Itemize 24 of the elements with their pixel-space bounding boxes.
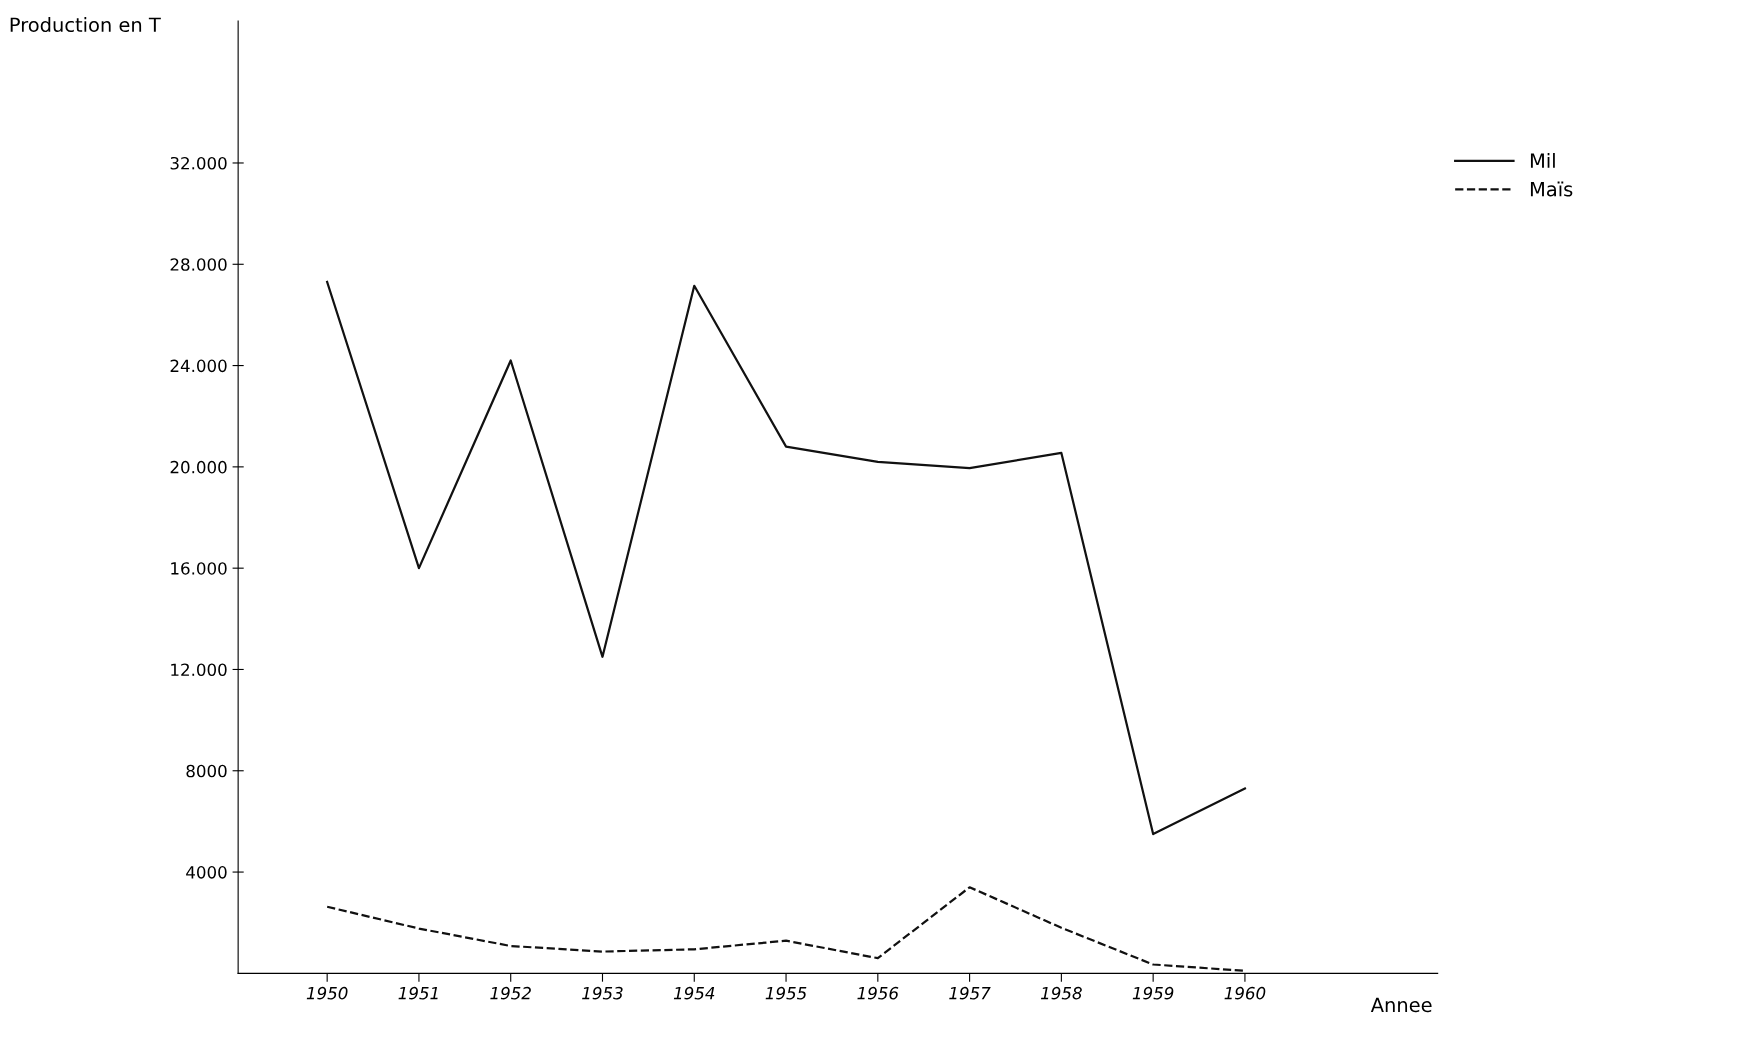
x-tick-label: 1950: [306, 986, 348, 1000]
x-tick-label: 1954: [673, 986, 715, 1000]
x-tick-label: 1959: [1132, 986, 1174, 1000]
x-axis-title: Annee: [1370, 997, 1432, 1013]
y-tick-label: 4000: [186, 866, 227, 879]
x-tick-label: 1953: [582, 986, 623, 1000]
x-tick-label: 1951: [398, 986, 438, 1000]
line-series: [326, 280, 1247, 836]
x-tick-label: 1952: [490, 986, 531, 1000]
legend-label: Maïs: [1530, 181, 1573, 197]
x-tick-label: 1955: [765, 986, 807, 1000]
y-tick-label: 32.000: [170, 156, 227, 170]
y-tick-label: 8000: [186, 764, 227, 778]
y-tick-label: 12.000: [171, 663, 227, 677]
x-tick-label: 1957: [949, 986, 991, 1000]
y-tick-label: 20.000: [170, 460, 227, 474]
x-tick-label: 1956: [857, 986, 899, 1000]
y-tick-label: 16.000: [171, 562, 227, 575]
legend-label: Mil: [1530, 152, 1555, 168]
y-axis-title: Production en T: [10, 17, 161, 33]
x-tick-label: 1960: [1224, 986, 1266, 1000]
y-tick-label: 24.000: [170, 359, 227, 373]
y-tick-label: 28.000: [170, 258, 227, 271]
x-tick-label: 1958: [1040, 986, 1082, 1000]
